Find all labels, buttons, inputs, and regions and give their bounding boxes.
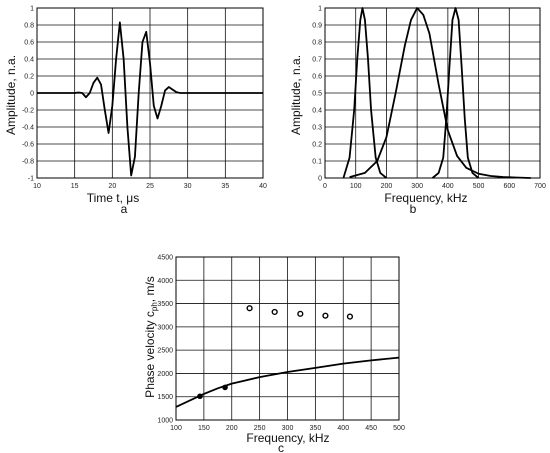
panel-c-xtick-label: 200 — [226, 425, 238, 432]
panel-a-xtick-label: 30 — [184, 183, 192, 190]
panel-c-open-point — [297, 310, 304, 317]
panel-a-xtick-label: 40 — [259, 183, 267, 190]
panel-b-xtick-label: 400 — [442, 183, 454, 190]
panel-c-chart: 100 150 200 250 300 350 400 450 500 1000 1500 2000 2… — [157, 255, 405, 433]
panel-a-chart: 10 15 20 25 30 35 40 -1 -0.8 -0.6 -0.4 -0.2 0 0.2 0.4 0… — [22, 6, 267, 191]
panel-c-ytick-label: 1000 — [157, 418, 173, 425]
panel-a-ytick-label: -0.2 — [22, 108, 34, 115]
panel-a-ytick-label: 0.6 — [24, 40, 34, 47]
panel-c-filled-point — [222, 384, 228, 391]
panel-c-open-point — [246, 305, 253, 312]
panel-c-xtick-label: 250 — [254, 425, 266, 432]
panel-c-open-point — [271, 308, 278, 316]
panel-a-xtick-label: 35 — [221, 183, 229, 190]
panel-b-ytick-label: 0.1 — [312, 159, 322, 166]
panel-c-xtick-label: 450 — [365, 425, 377, 432]
panel-b-xtick-label: 0 — [323, 183, 327, 190]
panel-b-series-line-2 — [431, 7, 480, 179]
panel-c-ytick-label: 2500 — [157, 348, 173, 355]
panel-a-ytick-label: -0.6 — [22, 142, 34, 149]
panel-a-ylabel: Amplitude, n.a. — [4, 55, 18, 135]
panel-c-ytick-label: 4500 — [157, 255, 173, 262]
panel-a-series-line-0 — [37, 21, 263, 177]
panel-c-xtick-label: 350 — [310, 425, 322, 432]
panel-c-open-point — [322, 312, 329, 319]
panel-b-ylabel: Amplitude, n.a. — [289, 55, 303, 135]
panel-c-ytick-label: 2000 — [157, 371, 173, 378]
panel-b-ytick-label: 0.7 — [312, 57, 322, 64]
panel-c-ylabel-sub: ph — [150, 302, 159, 311]
panel-c-ytick-label: 1500 — [157, 394, 173, 401]
panel-b-series-line-0 — [342, 7, 388, 179]
panel-a-xtick-label: 10 — [33, 183, 41, 190]
panel-b-ytick-label: 0.6 — [312, 74, 322, 81]
panel-c-xtick-label: 500 — [393, 425, 405, 432]
panel-c-ytick-label: 3500 — [157, 301, 173, 308]
panel-b-xtick-label: 700 — [534, 183, 546, 190]
panel-c-xlabel: Frequency, kHz — [246, 431, 329, 445]
panel-b-ytick-label: 1 — [318, 6, 322, 13]
panel-b-ytick-label: 0.3 — [312, 125, 322, 132]
panel-c-filled-point — [197, 393, 203, 400]
panel-a-ytick-label: 0.2 — [24, 74, 34, 81]
panel-a-ytick-label: 0.4 — [24, 57, 34, 64]
panel-b-xlabel: Frequency, kHz — [384, 191, 467, 205]
panel-b-ytick-label: 0.2 — [312, 142, 322, 149]
panel-a-xtick-label: 20 — [108, 183, 116, 190]
panel-c-ylabel-unit: , m/s — [143, 276, 157, 302]
panel-b-xtick-label: 300 — [411, 183, 423, 190]
panel-a-ytick-label: 0 — [30, 91, 34, 98]
panel-c-xtick-label: 100 — [170, 425, 182, 432]
panel-c-xtick-label: 150 — [198, 425, 210, 432]
panel-b-xtick-label: 100 — [350, 183, 362, 190]
panel-c-open-point — [346, 313, 354, 320]
panel-c-ylabel: Phase velocity cph, m/s — [143, 276, 159, 398]
panel-c-xtick-label: 400 — [337, 425, 349, 432]
panel-b-ytick-label: 0.9 — [312, 23, 322, 30]
panel-a-ytick-label: -0.8 — [22, 159, 34, 166]
panel-a-ytick-label: -1 — [28, 176, 34, 183]
panel-a-ytick-label: -0.4 — [22, 125, 34, 132]
panel-b-xtick-label: 600 — [503, 183, 515, 190]
panel-c-frame — [175, 256, 400, 421]
panel-c-ylabel-main: Phase velocity c — [143, 311, 157, 398]
panel-b-ytick-label: 0 — [318, 176, 322, 183]
panel-a-xlabel-text: Time t, μs — [87, 191, 139, 205]
panel-b-letter: b — [410, 202, 417, 216]
panel-b-chart: 0 100 200 300 400 500 600 700 0 0.1 0.2 0.3 0.4 0.5 0.… — [312, 6, 546, 191]
panel-b-ytick-label: 0.4 — [312, 108, 322, 115]
panel-a-xtick-label: 15 — [71, 183, 79, 190]
panel-b-ytick-label: 0.8 — [312, 40, 322, 47]
panel-c-letter: c — [278, 441, 284, 453]
panel-a-xlabel: Time t, μs — [87, 191, 139, 205]
panel-c-ytick-label: 4000 — [157, 278, 173, 285]
panel-a-ytick-label: 1 — [30, 6, 34, 13]
panel-a-ytick-label: 0.8 — [24, 23, 34, 30]
panel-c-ytick-label: 3000 — [157, 324, 173, 331]
panel-a-xtick-label: 25 — [146, 183, 154, 190]
panel-b-ytick-label: 0.5 — [312, 91, 322, 98]
panel-a-letter: a — [121, 202, 128, 216]
panel-b-xtick-label: 500 — [473, 183, 485, 190]
panel-b-series-line-1 — [349, 7, 531, 179]
panel-b-xtick-label: 200 — [381, 183, 393, 190]
panel-c-xtick-label: 300 — [282, 425, 294, 432]
